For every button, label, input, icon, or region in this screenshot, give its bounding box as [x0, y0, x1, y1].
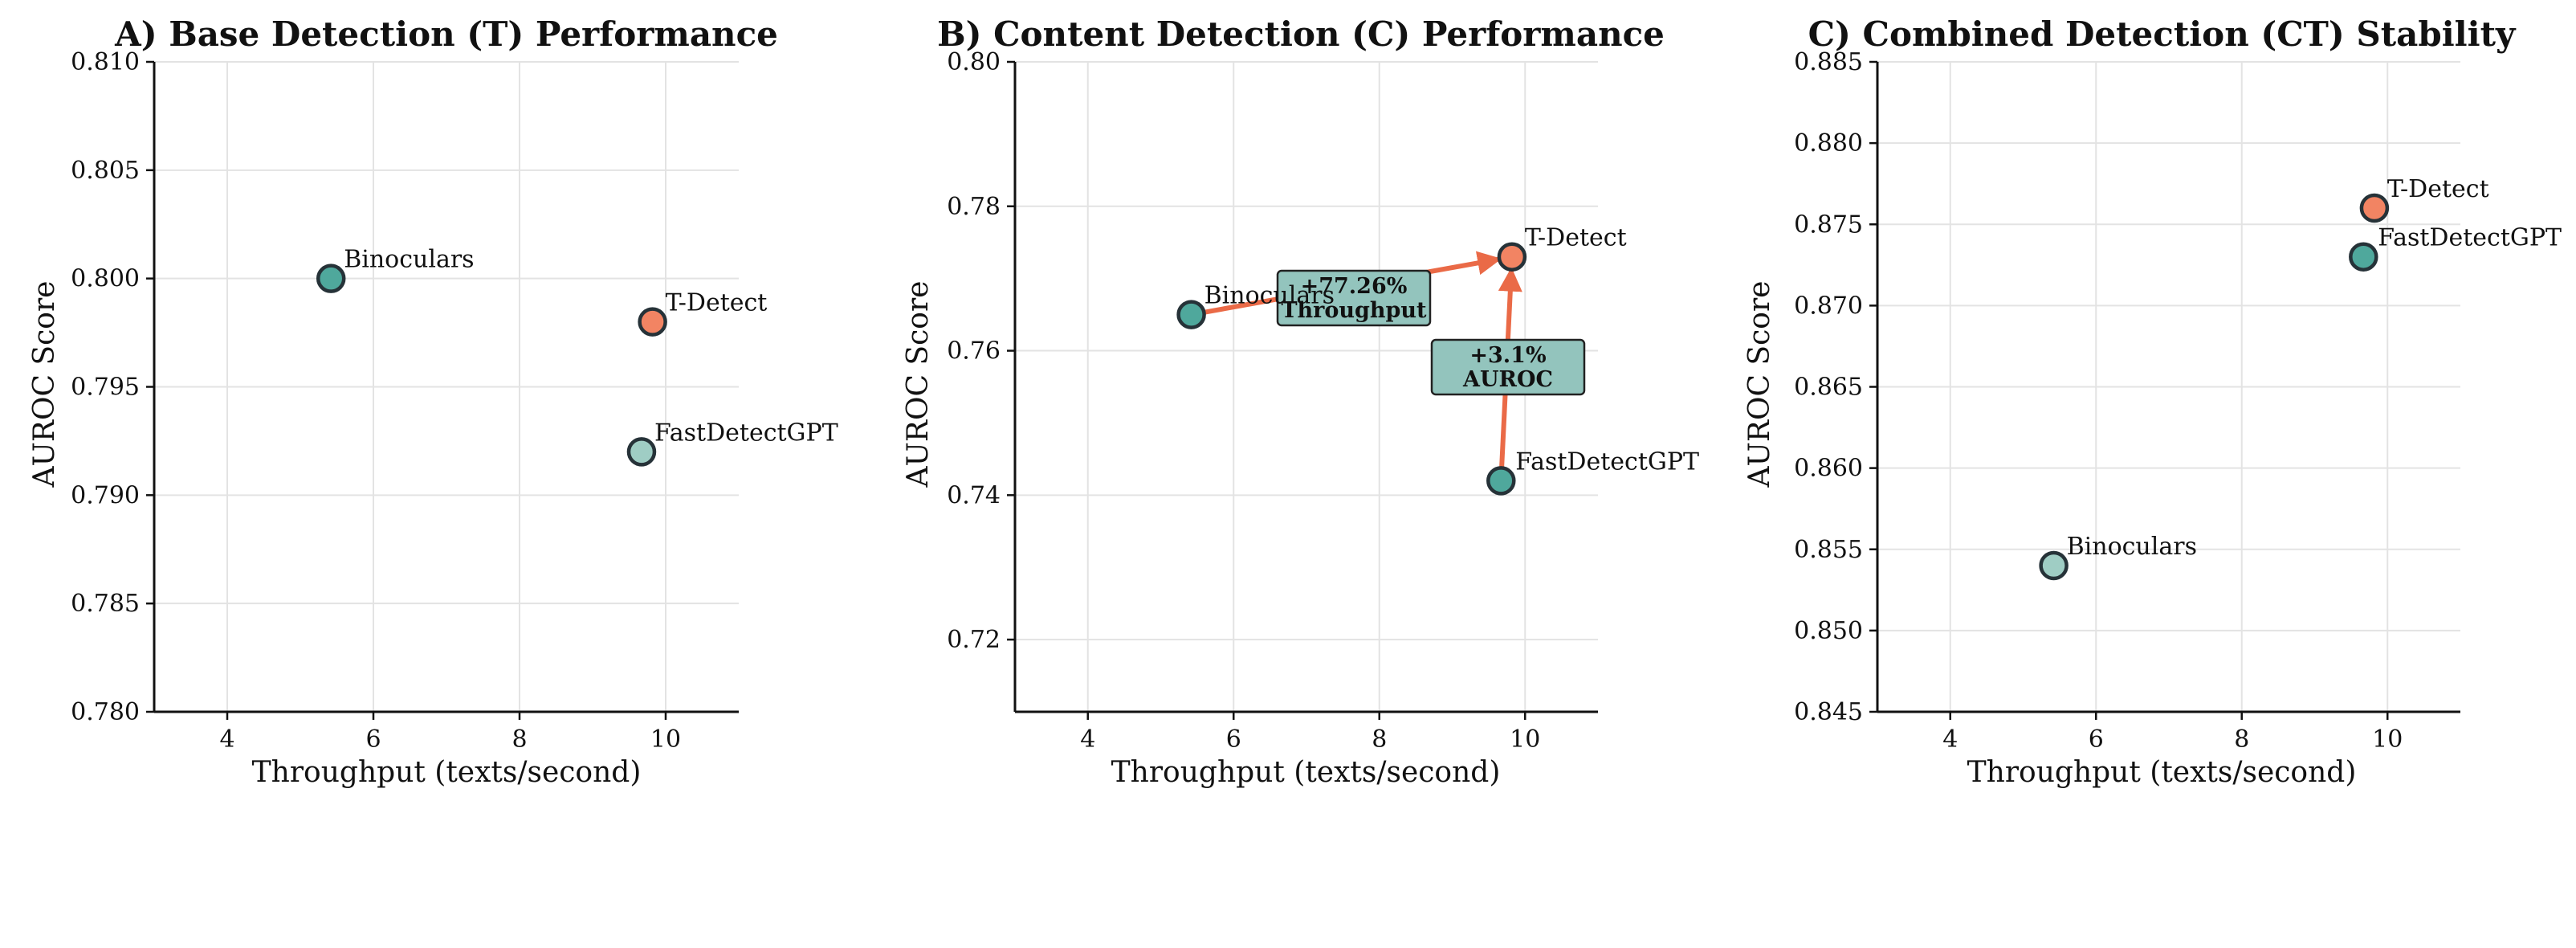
panel-c-point-label-fastdetectgpt: FastDetectGPT: [2378, 224, 2562, 252]
panel-a-axes: 4 6 8 10 0.780 0.785 0.790 0.795 0.800 0.805 0.810: [71, 48, 739, 754]
panel-a-y-tick-label: 0.800: [71, 265, 140, 293]
panel-c-point-label-t-detect: T-Detect: [2387, 175, 2489, 203]
panel-c-point-binoculars: [2039, 550, 2069, 581]
panel-c-y-tick-label: 0.885: [1794, 48, 1863, 76]
panel-c-y-tick-label: 0.865: [1794, 374, 1863, 402]
panel-b-y-tick-label: 0.76: [947, 337, 1001, 366]
panel-a-point-label-t-detect: T-Detect: [666, 289, 768, 317]
panel-c-y-tick-label: 0.880: [1794, 129, 1863, 157]
panel-c-y-axis-label: AUROC Score: [1743, 281, 1776, 488]
panel-b-annotation-text: +3.1%: [1469, 343, 1546, 368]
panel-b-y-tick-label: 0.72: [947, 626, 1001, 654]
panel-c-y-tick-label: 0.850: [1794, 617, 1863, 645]
panel-c-axes: 4 6 8 10 0.845 0.850 0.855 0.860 0.865 0.870 0.875…: [1794, 48, 2460, 754]
panel-c-x-axis-label: Throughput (texts/second): [1967, 756, 2357, 789]
panel-a-y-tick-label: 0.810: [71, 48, 140, 76]
panel-b-x-tick-label: 6: [1226, 725, 1241, 754]
panel-c-y-tick-label: 0.845: [1794, 698, 1863, 726]
panel-c-y-tick-label: 0.855: [1794, 536, 1863, 564]
panel-a-x-tick-label: 8: [512, 725, 527, 754]
panel-b-y-tick-label: 0.74: [947, 481, 1001, 509]
panel-a-y-tick-label: 0.780: [71, 698, 140, 726]
panel-a-point-t-detect: [638, 307, 667, 337]
panel-c-points: T-Detect FastDetectGPT Binoculars: [2039, 175, 2562, 581]
panel-b-annotation-text: Throughput: [1281, 298, 1427, 323]
panel-c-x-tick-label: 4: [1942, 725, 1958, 754]
panel-b-title: B) Content Detection (C) Performance: [937, 14, 1665, 54]
panel-a-x-tick-label: 10: [650, 725, 681, 754]
panel-b-point-t-detect: [1497, 242, 1527, 272]
panel-b-y-tick-label: 0.80: [947, 48, 1001, 76]
panel-b-x-tick-label: 4: [1080, 725, 1095, 754]
panel-c-y-tick-label: 0.860: [1794, 455, 1863, 483]
panel-a-x-tick-label: 4: [219, 725, 234, 754]
panel-a-point-label-fastdetectgpt: FastDetectGPT: [654, 419, 838, 447]
panel-a-x-tick-label: 6: [365, 725, 381, 754]
panel-c-grid: [1877, 61, 2460, 713]
panel-a-points: Binoculars T-Detect FastDetectGPT: [316, 246, 838, 467]
panel-a-y-tick-label: 0.805: [71, 157, 140, 185]
panel-a: A) Base Detection (T) Performance Binocu…: [28, 14, 838, 789]
panel-b-axes: 4 6 8 10 0.72 0.74 0.76 0.78 0.80: [947, 48, 1598, 754]
panel-b-point-label-fastdetectgpt: FastDetectGPT: [1515, 447, 1699, 476]
panel-b-x-tick-label: 8: [1372, 725, 1387, 754]
panel-a-y-tick-label: 0.790: [71, 481, 140, 509]
panel-b-x-tick-label: 10: [1510, 725, 1540, 754]
panel-b-annotation-text: +77.26%: [1301, 274, 1408, 299]
panel-a-point-fastdetectgpt: [626, 437, 657, 467]
panel-a-grid: [154, 61, 739, 713]
panel-c-x-tick-label: 10: [2372, 725, 2403, 754]
panel-a-point-binoculars: [316, 264, 346, 293]
panel-b-point-binoculars: [1176, 300, 1206, 329]
panel-a-x-axis-label: Throughput (texts/second): [252, 756, 642, 789]
panel-c-point-t-detect: [2359, 193, 2390, 223]
panel-b-annotations: +77.26%Throughput +3.1%AUROC: [1195, 251, 1586, 476]
panel-c-y-tick-label: 0.875: [1794, 210, 1863, 239]
panel-b-points: Binoculars T-Detect FastDetectGPT: [1176, 224, 1699, 496]
panel-b-annotation-box: [1276, 269, 1432, 327]
panel-b: B) Content Detection (C) Performance +77…: [902, 14, 1699, 789]
panel-b-y-axis-label: AUROC Score: [902, 281, 935, 488]
panel-a-point-label-binoculars: Binoculars: [344, 246, 474, 274]
panel-b-point-label-t-detect: T-Detect: [1525, 224, 1627, 252]
panel-c-point-label-binoculars: Binoculars: [2067, 533, 2197, 561]
panel-b-point-fastdetectgpt: [1486, 466, 1516, 496]
panel-c: C) Combined Detection (CT) Stability T-D…: [1743, 14, 2562, 789]
panel-b-point-label-binoculars: Binoculars: [1204, 282, 1335, 310]
panel-c-x-tick-label: 8: [2234, 725, 2249, 754]
panel-c-point-fastdetectgpt: [2349, 242, 2378, 272]
panel-a-y-axis-label: AUROC Score: [28, 281, 61, 488]
panel-a-y-tick-label: 0.795: [71, 374, 140, 402]
panel-a-title: A) Base Detection (T) Performance: [114, 14, 778, 54]
panel-c-x-tick-label: 6: [2089, 725, 2104, 754]
panel-c-title: C) Combined Detection (CT) Stability: [1808, 14, 2517, 54]
panel-c-y-tick-label: 0.870: [1794, 292, 1863, 320]
panel-b-x-axis-label: Throughput (texts/second): [1111, 756, 1501, 789]
panel-b-annotation-box: [1430, 338, 1586, 396]
panel-b-grid: [1015, 61, 1598, 712]
panel-b-y-tick-label: 0.78: [947, 193, 1001, 221]
panel-a-y-tick-label: 0.785: [71, 590, 140, 618]
panel-b-annotation-text: AUROC: [1462, 367, 1553, 392]
